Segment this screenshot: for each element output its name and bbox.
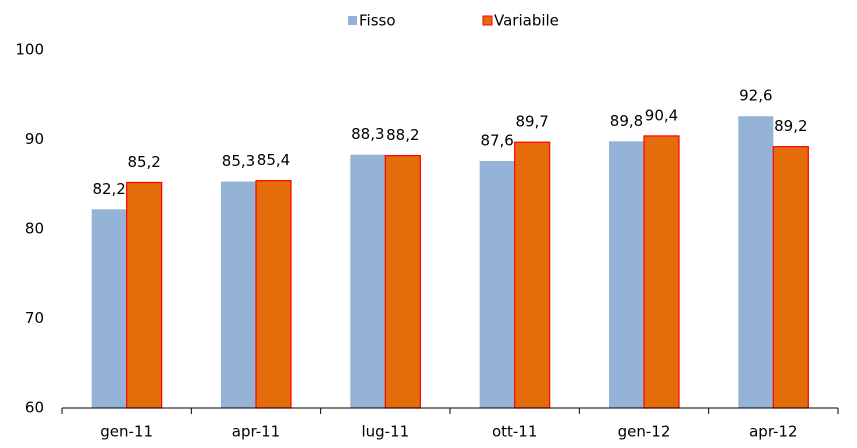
value-label: 85,3 [222, 152, 255, 170]
legend-swatch [348, 16, 357, 25]
y-tick-label: 70 [25, 309, 44, 327]
value-label: 92,6 [739, 87, 772, 105]
value-label: 87,6 [480, 131, 513, 149]
y-tick-label: 60 [25, 399, 44, 417]
value-label: 89,2 [774, 117, 807, 135]
x-tick-label: gen-11 [100, 423, 153, 441]
bar [126, 181, 163, 409]
bar [479, 160, 515, 408]
value-label: 89,7 [515, 113, 548, 131]
bar [384, 155, 421, 409]
bar [255, 180, 292, 409]
y-tick-label: 80 [25, 220, 44, 238]
bar [643, 135, 680, 409]
legend-label: Variabile [494, 12, 559, 30]
value-label: 82,2 [92, 180, 125, 198]
bar [609, 141, 644, 409]
value-label: 85,4 [257, 151, 290, 169]
bar [91, 209, 127, 408]
x-tick-label: gen-12 [618, 423, 671, 441]
value-label: 85,2 [127, 153, 160, 171]
bar [772, 146, 809, 409]
value-label: 90,4 [645, 106, 678, 124]
bar [221, 181, 256, 408]
value-label: 88,3 [351, 125, 384, 143]
bar [350, 154, 386, 408]
value-label: 89,8 [610, 112, 643, 130]
y-tick-label: 90 [25, 130, 44, 148]
y-tick-label: 100 [15, 41, 44, 59]
value-label: 88,2 [386, 126, 419, 144]
legend-label: Fisso [359, 12, 396, 30]
legend-swatch [482, 15, 493, 26]
x-tick-label: lug-11 [361, 423, 409, 441]
bar [738, 116, 774, 408]
x-tick-label: ott-11 [492, 423, 537, 441]
bar [514, 141, 551, 409]
x-tick-label: apr-12 [749, 423, 797, 441]
x-tick-label: apr-11 [232, 423, 280, 441]
